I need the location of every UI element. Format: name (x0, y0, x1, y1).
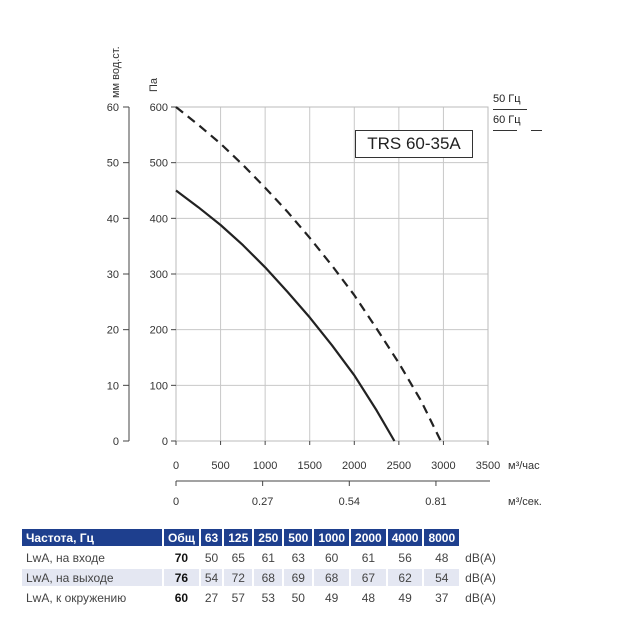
legend-60hz-line (493, 130, 517, 131)
table-cell: 60 (325, 550, 339, 565)
x2-axis-tick-label: 0.54 (339, 496, 360, 508)
x-axis-tick-label: 3500 (476, 460, 500, 472)
table-cell: 48 (435, 550, 449, 565)
table-header-cell: 125 (224, 529, 253, 546)
mm-axis-tick-label: 30 (107, 269, 119, 281)
table-cell: 61 (361, 550, 376, 565)
x-axis-tick-label: 2500 (387, 460, 411, 472)
table-header-cell: 8000 (424, 529, 460, 546)
x-axis-unit-label: м³/час (508, 460, 540, 472)
legend-50hz-line (493, 109, 527, 110)
table-header-cell: 63 (200, 529, 223, 546)
table-cell: 60 (174, 590, 189, 605)
table-cell: 27 (204, 590, 219, 605)
pa-axis-tick-label: 0 (162, 436, 168, 448)
pa-axis-tick-label: 100 (150, 380, 168, 392)
x-axis-tick-label: 500 (211, 460, 229, 472)
table-cell: 68 (314, 569, 350, 586)
row-label: LwA, на входе (26, 550, 105, 565)
x-axis-tick-label: 2000 (342, 460, 366, 472)
table-cell: 61 (261, 550, 275, 565)
table-header-cell: 4000 (387, 529, 423, 546)
table-header-cell: 2000 (351, 529, 386, 546)
unit-cell: dB(A) (465, 550, 496, 565)
table-header-spacer (461, 529, 500, 546)
legend-50hz-label: 50 Гц (493, 93, 521, 105)
mm-axis-tick-label: 50 (107, 158, 119, 170)
pa-axis-tick-label: 300 (150, 269, 168, 281)
mm-axis-tick-label: 10 (107, 380, 119, 392)
table-header-cell: 500 (284, 529, 313, 546)
table-header-row: Частота, Гц Общ 63 125 250 500 1000 2000… (22, 529, 500, 546)
mm-axis-tick-label: 0 (113, 436, 119, 448)
table-cell: 67 (351, 569, 386, 586)
mm-axis-tick-label: 20 (107, 325, 119, 337)
x-axis-tick-label: 1500 (297, 460, 321, 472)
fan-performance-chart: 0 10 20 30 40 50 60 мм вод.ст. 0 100 200 300 400 500 6… (107, 46, 542, 508)
table-header-cell: 1000 (314, 529, 350, 546)
table-cell: 50 (204, 550, 219, 565)
table-cell: 70 (174, 550, 189, 565)
x2-axis-tick-label: 0.81 (425, 496, 446, 508)
mm-axis-tick-label: 40 (107, 213, 119, 225)
table-cell: 49 (325, 590, 339, 605)
pa-axis-tick-label: 500 (150, 158, 168, 170)
table-cell: 54 (200, 569, 223, 586)
table-header-cell: 250 (254, 529, 283, 546)
table-cell: 37 (435, 590, 449, 605)
row-label: LwA, к окружению (26, 590, 127, 605)
table-header-cell: Частота, Гц (22, 529, 162, 546)
table-cell: 56 (398, 550, 412, 565)
mm-axis-label: мм вод.ст. (110, 46, 122, 98)
unit-cell: dB(A) (465, 570, 496, 585)
table-cell: 65 (231, 550, 245, 565)
sound-power-table: Частота, Гц Общ 63 125 250 500 1000 2000… (20, 526, 502, 609)
x2-axis-tick-label: 0.27 (252, 496, 273, 508)
table-cell: 48 (361, 590, 376, 605)
table-cell: 72 (224, 569, 253, 586)
x2-axis-unit-label: м³/сек. (508, 496, 542, 508)
table-cell: 69 (284, 569, 313, 586)
pa-axis-tick-label: 400 (150, 213, 168, 225)
table-cell: 50 (291, 590, 305, 605)
table-cell: 54 (424, 569, 460, 586)
pa-axis-label: Па (148, 77, 160, 92)
table-cell: 63 (291, 550, 305, 565)
unit-cell: dB(A) (465, 590, 496, 605)
model-label: TRS 60-35A (355, 130, 473, 158)
table-cell: 53 (261, 590, 275, 605)
x-axis-tick-label: 1000 (253, 460, 277, 472)
table-cell: 68 (254, 569, 283, 586)
pa-axis-tick-label: 600 (150, 102, 168, 114)
pa-axis-tick-label: 200 (150, 325, 168, 337)
table-cell: 62 (387, 569, 423, 586)
curve-50hz (175, 189, 396, 442)
curve-60hz (175, 106, 442, 442)
row-label: LwA, на выходе (22, 569, 162, 586)
table-row: LwA, на выходе 76 54 72 68 69 68 67 62 5… (22, 569, 500, 586)
x-axis-tick-label: 3000 (431, 460, 455, 472)
mm-axis-tick-label: 60 (107, 102, 119, 114)
table-row: LwA, к окружению 60 27 57 53 50 49 48 49… (22, 589, 500, 606)
table-cell: 57 (231, 590, 245, 605)
x-axis-tick-label: 0 (173, 460, 179, 472)
table-cell: 76 (164, 569, 199, 586)
legend-60hz-label: 60 Гц (493, 114, 521, 126)
legend-60hz-dash (531, 130, 542, 131)
table-header-cell: Общ (164, 529, 199, 546)
x2-axis-tick-label: 0 (173, 496, 179, 508)
table-row: LwA, на входе 70 50 65 61 63 60 61 56 48… (22, 549, 500, 566)
table-cell: 49 (398, 590, 412, 605)
